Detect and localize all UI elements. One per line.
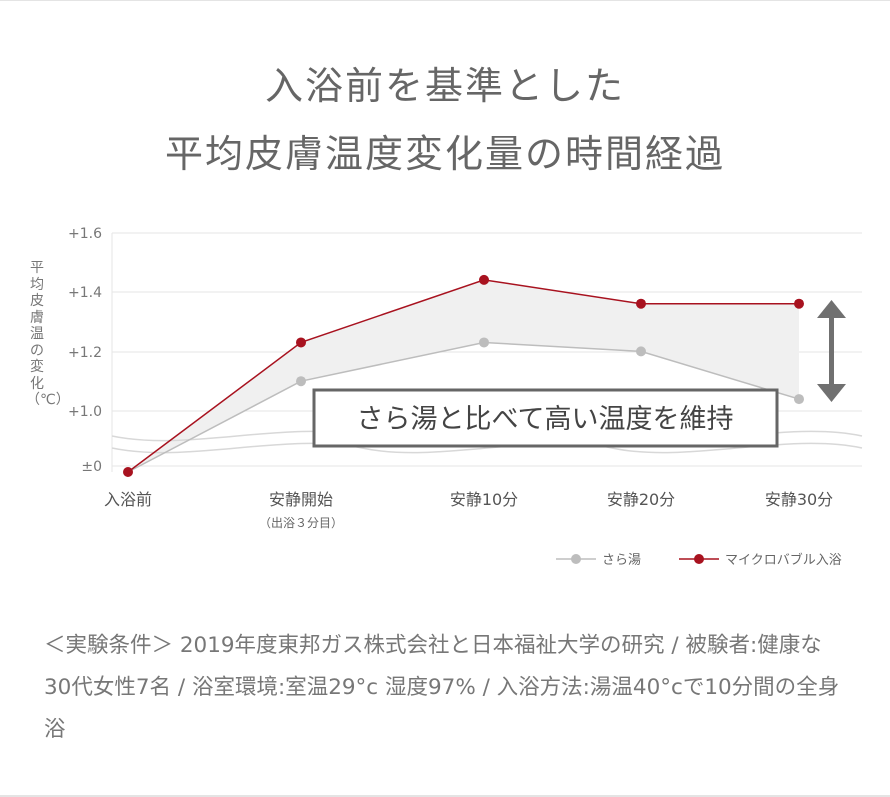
- point-microbubble: [123, 467, 133, 477]
- chart-title-line1: 入浴前を基準とした: [264, 64, 625, 108]
- top-border: [0, 0, 890, 1]
- x-tick-label: 安静10分: [450, 490, 518, 509]
- point-microbubble: [794, 298, 804, 309]
- difference-area: [128, 279, 799, 472]
- experiment-note: ＜実験条件＞ 2019年度東邦ガス株式会社と日本福祉大学の研究 / 被験者:健康…: [44, 633, 840, 742]
- y-tick-label: ±0: [81, 459, 102, 475]
- x-tick-label: 安静20分: [607, 490, 675, 509]
- legend: さら湯 マイクロバブル入浴: [556, 552, 842, 568]
- legend-microbubble-marker: [694, 554, 704, 564]
- chart-title-line2: 平均皮膚温度変化量の時間経過: [164, 132, 725, 176]
- legend-sarayu-label: さら湯: [602, 553, 641, 568]
- arrow-head-down: [817, 384, 846, 402]
- point-sarayu: [479, 337, 489, 348]
- point-sarayu: [794, 394, 804, 405]
- point-microbubble: [636, 298, 646, 309]
- annotation-text: さら湯と比べて高い温度を維持: [357, 404, 734, 435]
- line-chart: +1.6 +1.4 +1.2 +1.0 ±0 さら湯と比べて高い温度を維持 入浴前 安静開…: [68, 226, 863, 568]
- data-points: [123, 274, 804, 477]
- x-tick-label: 安静30分: [765, 490, 833, 509]
- break-wave-lower: [111, 442, 863, 454]
- y-tick-label: +1.2: [68, 345, 102, 361]
- point-microbubble: [479, 274, 489, 285]
- x-tick-label: 安静開始: [269, 490, 333, 509]
- point-sarayu: [296, 376, 306, 387]
- x-tick-sublabel: （出浴３分目）: [259, 516, 343, 530]
- double-arrow-icon: [817, 300, 846, 402]
- legend-sarayu-marker: [571, 554, 581, 564]
- point-sarayu: [636, 346, 646, 357]
- y-tick-label: +1.6: [68, 226, 102, 242]
- y-tick-label: +1.4: [68, 285, 102, 301]
- y-tick-labels: +1.6 +1.4 +1.2 +1.0 ±0: [68, 226, 102, 475]
- annotation-frame: [312, 388, 779, 448]
- annotation-box: さら湯と比べて高い温度を維持: [312, 388, 779, 448]
- y-axis-label: 平均皮膚温の変化（℃）: [26, 260, 70, 408]
- y-tick-label: +1.0: [68, 404, 102, 420]
- x-tick-label: 入浴前: [104, 490, 152, 509]
- x-tick-labels: 入浴前 安静開始 （出浴３分目） 安静10分 安静20分 安静30分: [104, 490, 833, 530]
- bottom-border: [0, 795, 890, 797]
- point-microbubble: [296, 337, 306, 348]
- arrow-head-up: [817, 300, 846, 318]
- legend-microbubble-label: マイクロバブル入浴: [725, 552, 842, 568]
- arrow-shaft: [829, 314, 834, 388]
